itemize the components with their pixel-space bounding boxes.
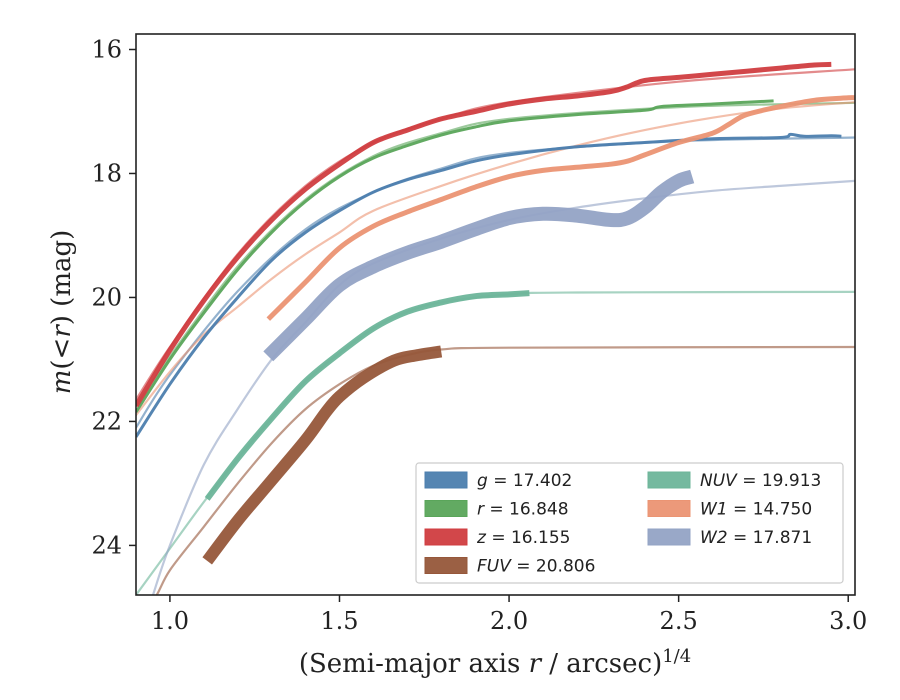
legend-swatch-w2 [647,528,691,546]
x-tick-label: 2.5 [660,607,698,635]
y-tick-label: 24 [91,531,122,559]
legend-label-r: r = 16.848 [477,500,569,520]
legend-label-w1: W1 = 14.750 [700,500,812,520]
legend-box [415,462,844,584]
legend-swatch-w1 [647,500,691,517]
legend-label-w2: W2 = 17.871 [700,528,812,548]
legend-swatch-fuv [424,557,468,574]
y-tick-label: 16 [91,35,122,63]
data-curve-z [136,61,832,408]
data-curve-nuv [204,290,530,501]
data-curve-g [136,132,842,438]
legend: g = 17.402 r = 16.848 z = 16.155 FUV = 20.8… [415,462,844,584]
axis-ticks: 1.0 1.5 2.0 2.5 3.0 16 18 20 22 24 [91,35,867,635]
x-axis-label: (Semi-major axis r / arcsec)1/4 [299,646,691,679]
legend-swatch-z [424,528,468,546]
plot-frame [135,33,856,596]
y-axis-label: m(<r) (mag) [47,230,77,395]
legend-swatch-nuv [647,471,691,489]
legend-label-fuv: FUV = 20.806 [477,557,595,577]
x-tick-label: 1.5 [320,607,358,635]
legend-label-nuv: NUV = 19.913 [700,471,821,491]
y-tick-label: 18 [91,159,122,187]
legend-label-g: g = 17.402 [477,471,572,491]
model-curve-fuv [155,345,855,595]
y-tick-label: 22 [91,407,122,435]
x-tick-label: 3.0 [829,607,867,635]
data-curves [136,61,855,565]
y-tick-label: 20 [91,283,122,311]
legend-swatch-r [424,500,468,517]
data-curve-r [136,99,774,413]
data-curve-w1 [266,95,855,321]
model-curve-r [136,101,855,407]
data-curve-fuv [202,345,443,565]
legend-label-z: z = 16.155 [476,528,570,548]
legend-swatch-g [424,471,468,489]
x-tick-label: 2.0 [490,607,528,635]
x-tick-label: 1.0 [151,607,189,635]
data-curve-w2 [263,169,695,362]
model-curve-z [136,68,855,401]
